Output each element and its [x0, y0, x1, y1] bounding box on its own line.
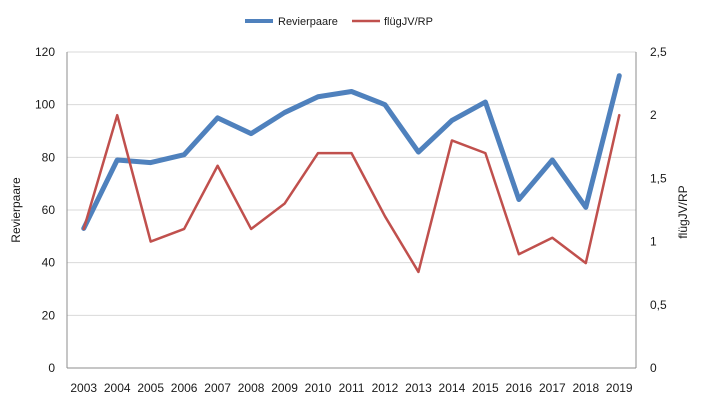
right-axis-title: flügJV/RP — [676, 185, 690, 238]
series-line-fluegjv-rp — [82, 113, 621, 274]
right-tick-label: 1 — [650, 235, 657, 249]
x-tick-label: 2010 — [305, 381, 332, 394]
x-tick-label: 2016 — [506, 381, 533, 394]
legend-label-fluegjv-rp: flügJV/RP — [384, 16, 433, 28]
x-tick-label: 2019 — [606, 381, 633, 394]
x-tick-label: 2013 — [405, 381, 432, 394]
right-tick-label: 0 — [650, 361, 657, 375]
right-tick-label: 1,5 — [650, 171, 667, 185]
x-tick-label: 2008 — [238, 381, 265, 394]
left-tick-label: 60 — [42, 203, 56, 217]
left-tick-label: 100 — [35, 98, 55, 112]
x-tick-label: 2015 — [472, 381, 499, 394]
legend: Revierpaare flügJV/RP — [245, 16, 433, 28]
x-axis-ticks: 2003 2004 2005 2006 2007 2008 2009 2010 2011 2012… — [70, 381, 633, 394]
left-tick-label: 80 — [42, 150, 56, 164]
x-tick-label: 2003 — [70, 381, 97, 394]
x-tick-label: 2018 — [572, 381, 599, 394]
series-lines — [81, 73, 622, 274]
legend-label-revierpaare: Revierpaare — [278, 16, 338, 28]
axes — [66, 52, 637, 369]
left-tick-label: 0 — [48, 361, 55, 375]
x-tick-label: 2014 — [439, 381, 466, 394]
x-tick-label: 2012 — [372, 381, 399, 394]
right-axis-ticks: 0 0,5 1 1,5 2 2,5 — [650, 45, 667, 375]
left-tick-label: 20 — [42, 308, 56, 322]
x-tick-label: 2007 — [204, 381, 231, 394]
left-axis-title: Revierpaare — [9, 177, 23, 243]
series-line-revierpaare — [81, 73, 622, 231]
x-tick-label: 2009 — [271, 381, 298, 394]
right-tick-label: 2,5 — [650, 45, 667, 59]
x-tick-label: 2005 — [137, 381, 164, 394]
left-tick-label: 40 — [42, 256, 56, 270]
left-axis-ticks: 0 20 40 60 80 100 120 — [35, 45, 55, 375]
right-tick-label: 2 — [650, 108, 657, 122]
right-tick-label: 0,5 — [650, 298, 667, 312]
x-tick-label: 2011 — [339, 381, 365, 394]
x-tick-label: 2006 — [171, 381, 198, 394]
gridlines — [67, 51, 636, 316]
x-tick-label: 2004 — [104, 381, 131, 394]
x-tick-label: 2017 — [539, 381, 566, 394]
left-tick-label: 120 — [35, 45, 55, 59]
